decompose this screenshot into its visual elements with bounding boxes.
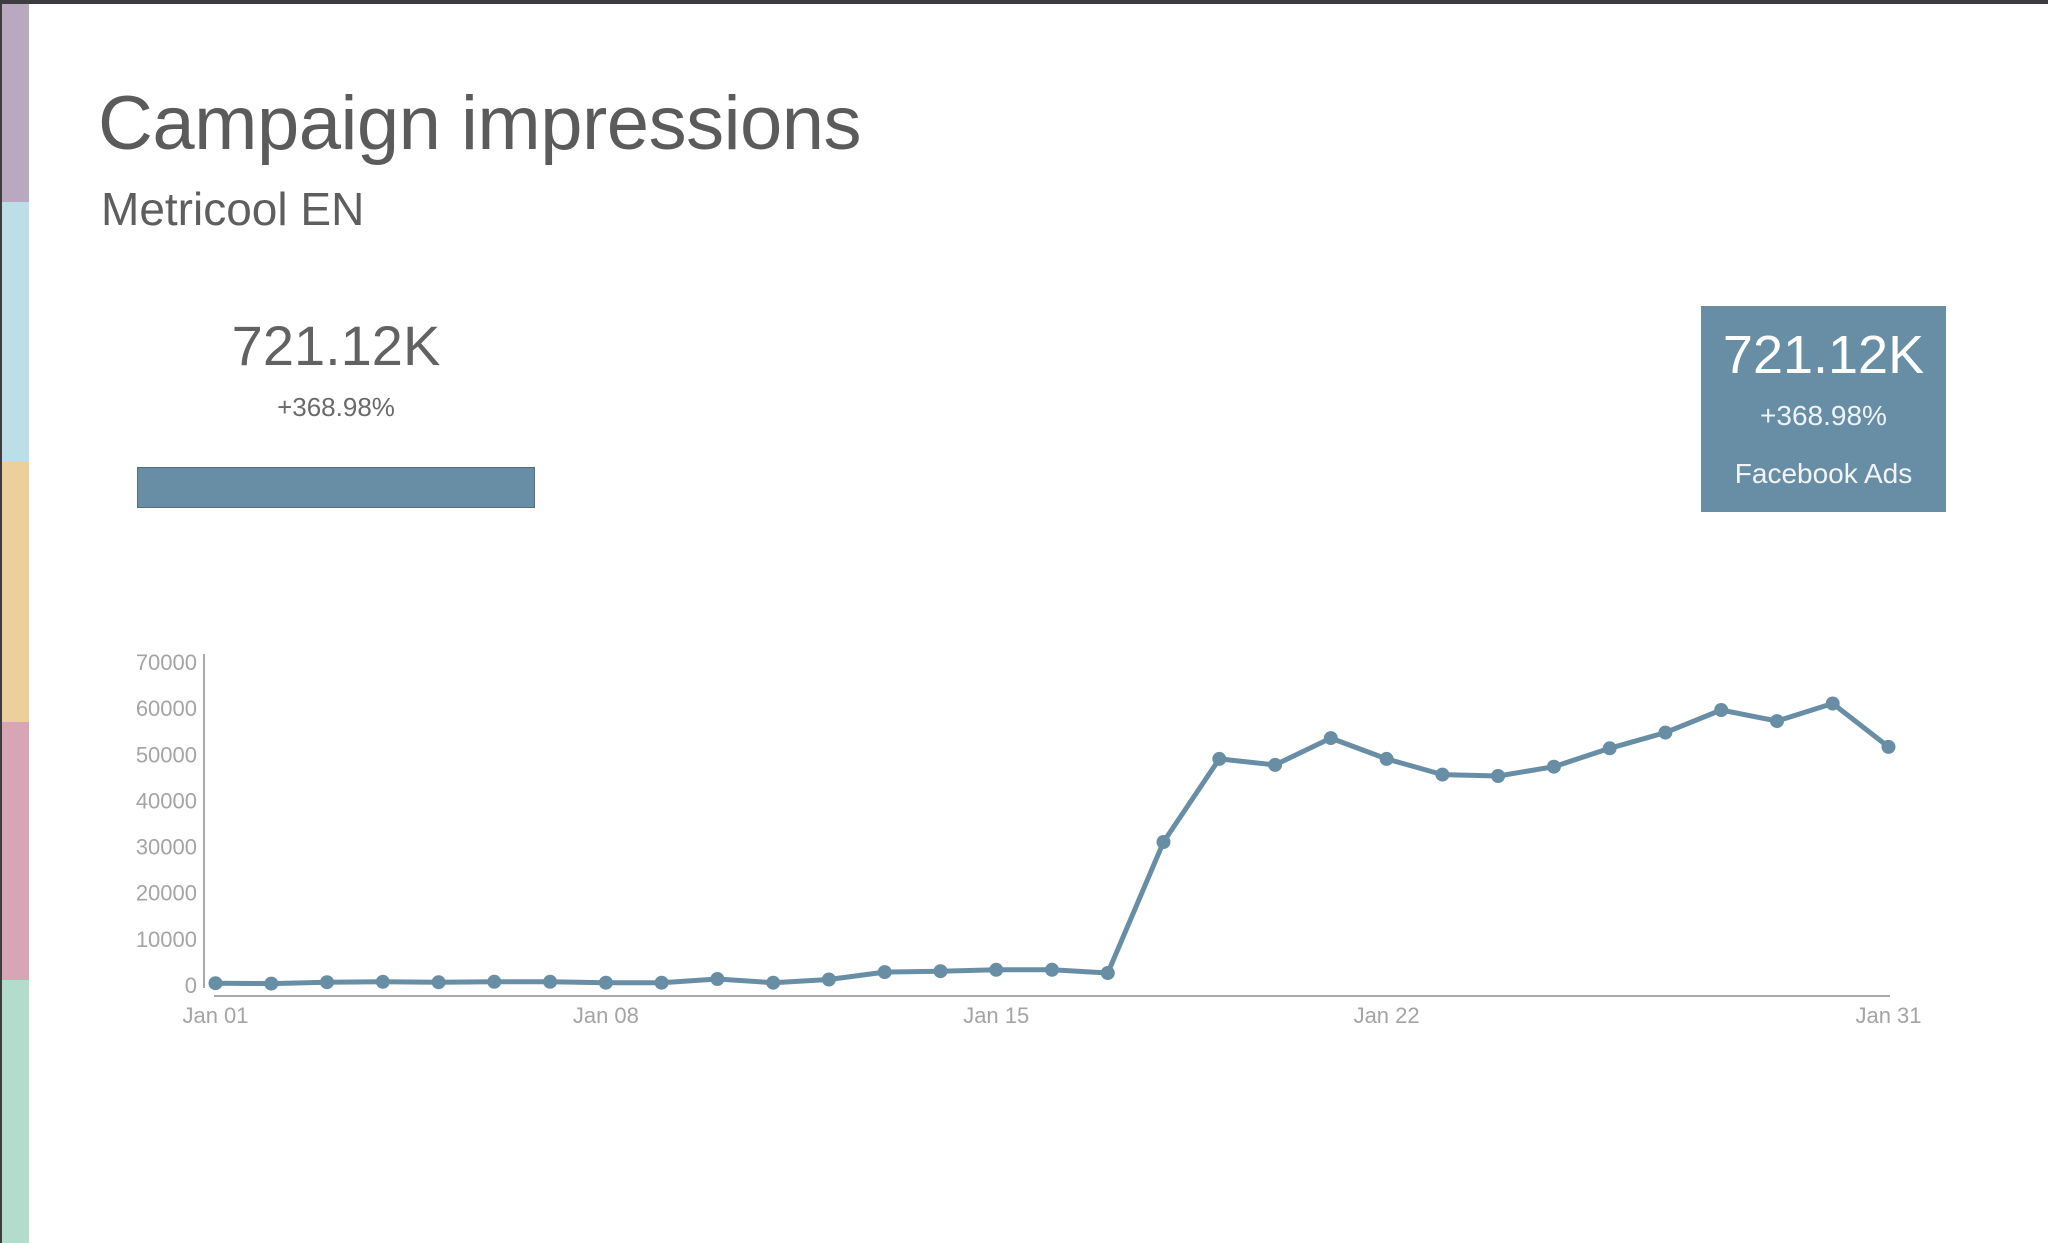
data-point[interactable] — [933, 964, 948, 979]
y-tick-label: 50000 — [136, 742, 197, 767]
data-point[interactable] — [1045, 962, 1059, 977]
data-point[interactable] — [320, 975, 334, 990]
data-point[interactable] — [710, 972, 725, 986]
side-stripe-3 — [2, 462, 29, 722]
data-point[interactable] — [821, 972, 836, 987]
data-point[interactable] — [1379, 751, 1394, 766]
x-tick-label: Jan 01 — [182, 1003, 248, 1028]
y-axis: 70000 60000 50000 40000 30000 20000 10000 0 — [136, 650, 205, 998]
y-tick-label: 40000 — [136, 788, 197, 813]
data-point[interactable] — [1156, 835, 1171, 849]
data-point[interactable] — [375, 974, 390, 989]
data-point[interactable] — [1770, 714, 1784, 729]
data-point[interactable] — [654, 975, 669, 990]
data-point[interactable] — [766, 975, 781, 990]
data-point[interactable] — [1658, 725, 1673, 740]
data-point[interactable] — [1268, 757, 1283, 772]
data-point[interactable] — [1825, 696, 1840, 711]
legend-delta: +368.98% — [1760, 400, 1887, 431]
legend-value: 721.12K — [1722, 325, 1925, 385]
x-tick-label: Jan 31 — [1855, 1003, 1921, 1028]
side-color-strip — [0, 4, 29, 1243]
data-point[interactable] — [1881, 739, 1896, 754]
y-tick-label: 30000 — [136, 835, 197, 860]
data-point[interactable] — [877, 965, 892, 980]
legend-box-facebook-ads[interactable]: 721.12K +368.98% Facebook Ads — [1701, 306, 1946, 512]
data-point[interactable] — [1435, 767, 1450, 782]
y-tick-label: 20000 — [136, 881, 197, 906]
data-point[interactable] — [1212, 751, 1227, 766]
page-title: Campaign impressions — [98, 81, 862, 166]
y-axis-ticks: 70000 60000 50000 40000 30000 20000 10000 0 — [136, 650, 197, 998]
summary-share-bar — [137, 467, 535, 508]
data-point[interactable] — [264, 976, 279, 991]
page-subtitle: Metricool EN — [101, 183, 365, 235]
x-tick-label: Jan 15 — [963, 1003, 1029, 1028]
summary-kpi: 721.12K +368.98% — [137, 310, 535, 423]
data-point[interactable] — [1546, 759, 1561, 774]
data-point[interactable] — [598, 975, 613, 990]
x-axis-ticks: Jan 01 Jan 08 Jan 15 Jan 22 Jan 31 — [182, 1003, 1921, 1028]
summary-total-delta: +368.98% — [277, 392, 395, 422]
data-points — [208, 696, 1896, 991]
window-top-bar — [0, 0, 2048, 4]
summary-total-value: 721.12K — [231, 314, 441, 377]
data-point[interactable] — [543, 974, 558, 989]
y-tick-label: 10000 — [136, 927, 197, 952]
side-stripe-4 — [2, 722, 29, 980]
side-stripe-2 — [2, 202, 29, 462]
data-point[interactable] — [1491, 769, 1506, 783]
x-tick-label: Jan 08 — [573, 1003, 639, 1028]
legend-label: Facebook Ads — [1734, 458, 1913, 489]
side-stripe-5 — [2, 980, 29, 1243]
side-stripe-1 — [2, 4, 29, 202]
data-point[interactable] — [1100, 966, 1115, 980]
series-facebook-ads — [208, 696, 1896, 991]
y-tick-label: 70000 — [136, 650, 197, 675]
data-point[interactable] — [431, 975, 446, 990]
x-tick-label: Jan 22 — [1354, 1003, 1420, 1028]
x-axis: Jan 01 Jan 08 Jan 15 Jan 22 Jan 31 — [182, 995, 1922, 1028]
data-point[interactable] — [208, 976, 223, 991]
y-tick-label: 60000 — [136, 696, 197, 721]
y-tick-label: 0 — [185, 973, 197, 998]
data-point[interactable] — [1714, 703, 1729, 717]
data-point[interactable] — [989, 962, 1004, 977]
data-point[interactable] — [487, 974, 502, 989]
data-point[interactable] — [1602, 741, 1617, 756]
data-point[interactable] — [1323, 731, 1338, 746]
